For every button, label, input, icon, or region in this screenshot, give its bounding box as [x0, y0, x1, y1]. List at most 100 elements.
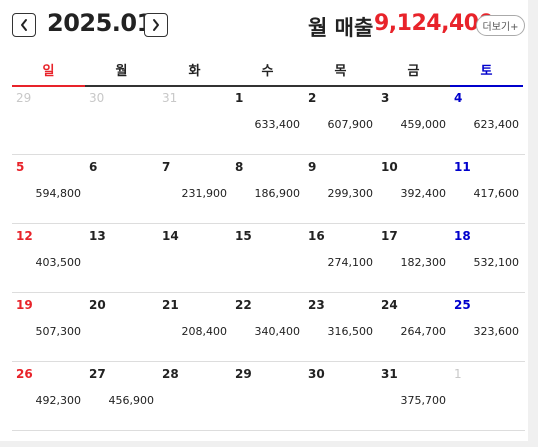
calendar-day-cell-wed[interactable]: 15	[231, 224, 304, 292]
daily-revenue: 594,800	[35, 187, 82, 200]
calendar-day-cell-wed[interactable]: 22 340,400	[231, 293, 304, 361]
day-number: 28	[162, 367, 179, 381]
day-number: 22	[235, 298, 252, 312]
daily-revenue: 299,300	[327, 187, 374, 200]
calendar-day-cell-mon[interactable]: 30	[85, 86, 158, 154]
calendar-day-cell-tue[interactable]: 7 231,900	[158, 155, 231, 223]
daily-revenue: 633,400	[254, 118, 301, 131]
current-month: 2025.01	[47, 9, 153, 37]
daily-revenue: 607,900	[327, 118, 374, 131]
day-number: 30	[89, 91, 105, 105]
daily-revenue: 623,400	[473, 118, 520, 131]
daily-revenue: 507,300	[35, 325, 82, 338]
day-number: 14	[162, 229, 179, 243]
calendar-day-cell-sun[interactable]: 26 492,300	[12, 362, 85, 430]
day-number: 23	[308, 298, 325, 312]
day-number: 9	[308, 160, 317, 174]
calendar-day-cell-sun[interactable]: 19 507,300	[12, 293, 85, 361]
daily-revenue: 182,300	[400, 256, 447, 269]
next-month-button[interactable]	[144, 13, 168, 37]
calendar-day-cell-sun[interactable]: 5 594,800	[12, 155, 85, 223]
day-number: 29	[235, 367, 252, 381]
calendar-day-cell-thu[interactable]: 9 299,300	[304, 155, 377, 223]
chevron-right-icon	[153, 19, 159, 31]
calendar-day-cell-fri[interactable]: 10 392,400	[377, 155, 450, 223]
daily-revenue: 459,000	[400, 118, 447, 131]
calendar-day-cell-thu[interactable]: 16 274,100	[304, 224, 377, 292]
day-number: 15	[235, 229, 252, 243]
calendar-day-cell-sun[interactable]: 12 403,500	[12, 224, 85, 292]
calendar-day-cell-mon[interactable]: 6	[85, 155, 158, 223]
calendar-day-cell-tue[interactable]: 21 208,400	[158, 293, 231, 361]
daily-revenue: 532,100	[473, 256, 520, 269]
calendar-week-row: 26 492,300 27 456,900 28 29 30 31 375,700 1	[12, 362, 525, 431]
day-number: 5	[16, 160, 25, 174]
calendar-day-cell-tue[interactable]: 28	[158, 362, 231, 430]
daily-revenue: 264,700	[400, 325, 447, 338]
calendar-day-cell-fri[interactable]: 24 264,700	[377, 293, 450, 361]
day-number: 19	[16, 298, 33, 312]
daily-revenue: 403,500	[35, 256, 82, 269]
calendar-day-cell-mon[interactable]: 27 456,900	[85, 362, 158, 430]
weekday-sun: 일	[12, 58, 85, 87]
calendar-day-cell-wed[interactable]: 1 633,400	[231, 86, 304, 154]
day-number: 1	[235, 91, 244, 105]
calendar-day-cell-thu[interactable]: 30	[304, 362, 377, 430]
day-number: 31	[381, 367, 398, 381]
day-number: 31	[162, 91, 178, 105]
calendar-day-cell-sat[interactable]: 1	[450, 362, 523, 430]
weekday-mon: 월	[85, 58, 158, 87]
day-number: 13	[89, 229, 106, 243]
day-number: 16	[308, 229, 325, 243]
more-button[interactable]: 더보기+	[476, 15, 525, 36]
calendar-day-cell-fri[interactable]: 17 182,300	[377, 224, 450, 292]
calendar-day-cell-fri[interactable]: 31 375,700	[377, 362, 450, 430]
day-number: 21	[162, 298, 179, 312]
calendar-day-cell-sat[interactable]: 25 323,600	[450, 293, 523, 361]
calendar-day-cell-sat[interactable]: 18 532,100	[450, 224, 523, 292]
day-number: 7	[162, 160, 171, 174]
daily-revenue: 456,900	[108, 394, 155, 407]
daily-revenue: 208,400	[181, 325, 228, 338]
calendar-day-cell-sat[interactable]: 4 623,400	[450, 86, 523, 154]
calendar-grid: 29 30 31 1 633,400 2 607,900 3 459,000 4 623,400 5 5…	[12, 86, 525, 431]
day-number: 1	[454, 367, 462, 381]
day-number: 4	[454, 91, 463, 105]
weekday-tue: 화	[158, 58, 231, 87]
calendar-week-row: 29 30 31 1 633,400 2 607,900 3 459,000 4 623,400	[12, 86, 525, 155]
daily-revenue: 417,600	[473, 187, 520, 200]
day-number: 6	[89, 160, 98, 174]
daily-revenue: 492,300	[35, 394, 82, 407]
chevron-left-icon	[21, 19, 27, 31]
calendar-week-row: 12 403,500 13 14 15 16 274,100 17 182,300 18 532,1…	[12, 224, 525, 293]
calendar-day-cell-tue[interactable]: 14	[158, 224, 231, 292]
calendar-day-cell-wed[interactable]: 8 186,900	[231, 155, 304, 223]
calendar-week-row: 19 507,300 20 21 208,400 22 340,400 23 316,500 24…	[12, 293, 525, 362]
calendar-day-cell-thu[interactable]: 2 607,900	[304, 86, 377, 154]
day-number: 29	[16, 91, 32, 105]
daily-revenue: 186,900	[254, 187, 301, 200]
calendar-day-cell-sun[interactable]: 29	[12, 86, 85, 154]
weekday-wed: 수	[231, 58, 304, 87]
day-number: 2	[308, 91, 317, 105]
day-number: 30	[308, 367, 325, 381]
calendar-day-cell-fri[interactable]: 3 459,000	[377, 86, 450, 154]
calendar-day-cell-thu[interactable]: 23 316,500	[304, 293, 377, 361]
calendar-day-cell-wed[interactable]: 29	[231, 362, 304, 430]
day-number: 24	[381, 298, 398, 312]
day-number: 20	[89, 298, 106, 312]
prev-month-button[interactable]	[12, 13, 36, 37]
daily-revenue: 316,500	[327, 325, 374, 338]
day-number: 25	[454, 298, 471, 312]
calendar-day-cell-mon[interactable]: 20	[85, 293, 158, 361]
calendar-day-cell-sat[interactable]: 11 417,600	[450, 155, 523, 223]
daily-revenue: 375,700	[400, 394, 447, 407]
day-number: 11	[454, 160, 471, 174]
day-number: 27	[89, 367, 106, 381]
daily-revenue: 340,400	[254, 325, 301, 338]
calendar-day-cell-tue[interactable]: 31	[158, 86, 231, 154]
calendar-week-row: 5 594,800 6 7 231,900 8 186,900 9 299,300 10 392,4…	[12, 155, 525, 224]
monthly-revenue-total: 9,124,400	[374, 11, 494, 36]
calendar-day-cell-mon[interactable]: 13	[85, 224, 158, 292]
calendar-panel: 2025.01 월 매출 9,124,400 더보기+ 일 월 화 수 목 금 …	[0, 0, 528, 441]
